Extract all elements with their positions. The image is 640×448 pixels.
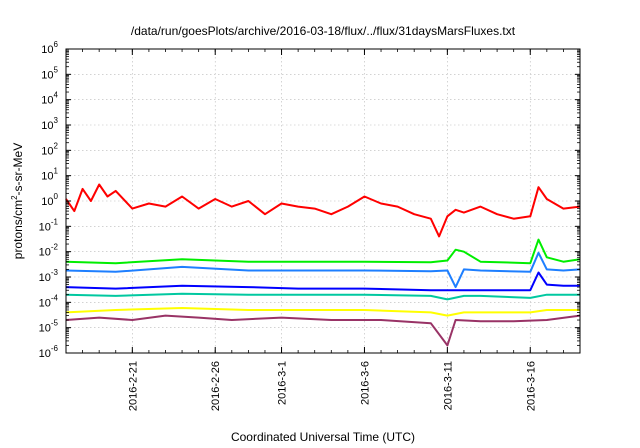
y-tick-label: 10-6: [39, 344, 59, 360]
y-tick-label-exponent: 6: [54, 40, 59, 49]
y-tick-label-exponent: 0: [54, 192, 59, 201]
y-axis-label-sup: 2: [10, 195, 19, 200]
y-tick-label-base: 10: [41, 44, 53, 56]
y-tick-label-exponent: 2: [54, 141, 59, 150]
y-tick-label: 101: [41, 167, 58, 183]
x-tick-label: 2016-3-1: [277, 361, 289, 405]
plot-frame: [65, 48, 581, 354]
y-tick-label: 10-3: [39, 268, 59, 284]
y-tick-label-exponent: 3: [54, 116, 59, 125]
y-tick-label: 10-4: [39, 293, 59, 309]
y-tick-label-exponent: -6: [51, 344, 59, 353]
y-tick-label: 105: [41, 65, 58, 81]
y-axis-label: protons/cm2-s-sr-MeV: [10, 143, 25, 259]
y-tick-label-base: 10: [41, 196, 53, 208]
y-tick-label-base: 10: [41, 120, 53, 132]
y-tick-label: 10-1: [39, 217, 59, 233]
y-tick-label-base: 10: [41, 95, 53, 107]
y-tick-label-base: 10: [41, 171, 53, 183]
y-tick-label-exponent: 1: [54, 167, 59, 176]
grid: [66, 48, 580, 354]
y-axis-label-pre: protons/cm: [11, 200, 25, 259]
y-tick-label-exponent: -3: [51, 268, 59, 277]
series-line-2: [65, 238, 581, 265]
series-line-3: [65, 251, 581, 289]
y-tick-label-base: 10: [39, 272, 51, 284]
series-line-1: [65, 183, 581, 238]
x-axis-ticks: 2016-2-21 2016-2-26 2016-3-1 2016-3-6 2016-3…: [65, 49, 581, 411]
chart-title: /data/run/goesPlots/archive/2016-03-18/f…: [131, 24, 516, 38]
y-tick-label-exponent: -1: [51, 217, 59, 226]
y-tick-label-base: 10: [41, 69, 53, 81]
y-tick-label: 100: [41, 192, 58, 208]
y-tick-label-exponent: -2: [51, 243, 59, 252]
y-tick-label-exponent: -4: [51, 293, 59, 302]
y-tick-label: 10-2: [39, 243, 59, 259]
y-tick-label-base: 10: [41, 145, 53, 157]
x-tick-label: 2016-2-26: [210, 361, 222, 411]
y-tick-label-base: 10: [39, 221, 51, 233]
y-tick-label-exponent: 5: [54, 65, 59, 74]
y-tick-label-base: 10: [39, 247, 51, 259]
series-line-6: [65, 307, 580, 317]
y-tick-label: 104: [41, 91, 58, 107]
x-tick-label: 2016-3-6: [359, 361, 371, 405]
y-tick-label-base: 10: [39, 297, 51, 309]
x-tick-label: 2016-2-21: [127, 361, 139, 411]
y-tick-label-exponent: -5: [51, 319, 59, 328]
y-tick-label: 10-5: [39, 319, 59, 335]
x-axis-label: Coordinated Universal Time (UTC): [231, 430, 415, 444]
y-tick-label: 106: [41, 40, 58, 56]
y-axis-label-post: -s-sr-MeV: [11, 143, 25, 196]
y-tick-label-base: 10: [39, 323, 51, 335]
y-tick-label: 102: [41, 141, 58, 157]
series-line-5: [65, 292, 580, 301]
y-tick-label-exponent: 4: [54, 91, 59, 100]
x-tick-label: 2016-3-11: [442, 361, 454, 410]
series-layer: [65, 183, 581, 347]
series-line-4: [65, 271, 580, 292]
series-line-7: [65, 314, 581, 347]
y-tick-label: 103: [41, 116, 58, 132]
x-tick-label: 2016-3-16: [525, 361, 537, 411]
y-tick-label-base: 10: [39, 348, 51, 360]
